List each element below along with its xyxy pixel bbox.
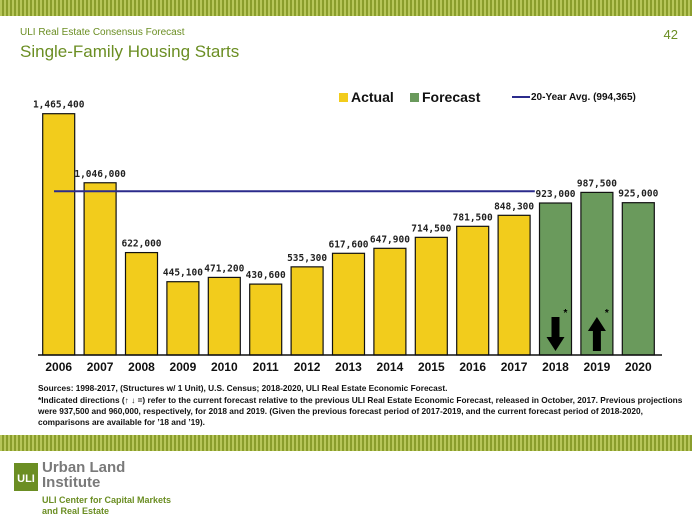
bar-2009 xyxy=(166,281,200,356)
legend-actual-swatch xyxy=(339,93,348,102)
year-label-2009: 2009 xyxy=(170,360,197,374)
top-decorative-stripe xyxy=(0,0,692,16)
year-label-2006: 2006 xyxy=(45,360,72,374)
year-label-2020: 2020 xyxy=(625,360,652,374)
indicator-arrow-2018: * xyxy=(546,308,568,351)
bottom-decorative-stripe xyxy=(0,435,692,451)
value-label-2013: 617,600 xyxy=(328,239,368,250)
report-name: ULI Real Estate Consensus Forecast xyxy=(20,27,185,38)
bars-layer xyxy=(42,113,655,356)
year-label-2008: 2008 xyxy=(128,360,155,374)
source-note: Sources: 1998-2017, (Structures w/ 1 Uni… xyxy=(38,383,448,393)
bar-2010 xyxy=(207,276,241,356)
value-label-2011: 430,600 xyxy=(246,270,286,281)
indicator-asterisk: * xyxy=(564,308,568,319)
bar-2020 xyxy=(621,202,655,356)
value-label-2008: 622,000 xyxy=(121,239,161,250)
value-label-2017: 848,300 xyxy=(494,201,534,212)
legend-average-label: 20-Year Avg. (994,365) xyxy=(531,92,636,103)
value-label-2007: 1,046,000 xyxy=(74,169,126,180)
year-label-2019: 2019 xyxy=(584,360,611,374)
year-label-2010: 2010 xyxy=(211,360,238,374)
legend-actual-label: Actual xyxy=(351,89,394,105)
legend-forecast-swatch xyxy=(410,93,419,102)
indicators-layer: * * xyxy=(546,308,609,351)
year-label-2011: 2011 xyxy=(253,360,279,374)
value-label-2019: 987,500 xyxy=(577,178,617,189)
year-label-2018: 2018 xyxy=(542,360,569,374)
logo-center-name: ULI Center for Capital Markets and Real … xyxy=(42,495,172,516)
bar-2012 xyxy=(290,266,324,356)
value-label-2010: 471,200 xyxy=(204,263,244,274)
year-labels-layer: 2006 2007 2008 2009 2010 2011 2012 2013 2014 2015… xyxy=(45,360,652,374)
uli-logo-icon: ULI xyxy=(14,463,38,491)
year-label-2015: 2015 xyxy=(418,360,445,374)
bar-2006 xyxy=(42,113,76,356)
year-label-2017: 2017 xyxy=(501,360,528,374)
page-number: 42 xyxy=(663,27,678,42)
value-labels-layer: 1,465,400 1,046,000 622,000 445,100 471,2004… xyxy=(33,100,659,281)
logo-organization-name: Urban Land Institute xyxy=(42,459,126,491)
value-label-2020: 925,000 xyxy=(618,189,658,200)
legend-forecast-label: Forecast xyxy=(422,89,481,105)
value-label-2016: 781,500 xyxy=(453,212,493,223)
housing-starts-chart: 1,465,400 1,046,000 622,000 445,100 471,2004… xyxy=(33,89,662,374)
arrow-up-icon xyxy=(587,317,606,351)
value-label-2012: 535,300 xyxy=(287,253,327,264)
bar-2017 xyxy=(497,214,531,356)
indicator-arrow-2019: * xyxy=(587,308,609,351)
year-label-2016: 2016 xyxy=(459,360,486,374)
bar-2015 xyxy=(414,236,448,356)
value-label-2009: 445,100 xyxy=(163,268,203,279)
value-label-2014: 647,900 xyxy=(370,234,410,245)
value-label-2015: 714,500 xyxy=(411,223,451,234)
year-label-2007: 2007 xyxy=(87,360,114,374)
legend: Actual Forecast 20-Year Avg. (994,365) xyxy=(339,89,636,105)
year-label-2013: 2013 xyxy=(335,360,362,374)
indicator-asterisk: * xyxy=(605,308,609,319)
logo-mark-text: ULI xyxy=(17,473,35,485)
value-label-2006: 1,465,400 xyxy=(33,100,85,111)
year-label-2012: 2012 xyxy=(294,360,321,374)
bar-2016 xyxy=(456,225,490,356)
bar-2013 xyxy=(331,252,366,356)
indicator-note: *Indicated directions (↑ ↓ =) refer to t… xyxy=(38,395,683,427)
bar-2014 xyxy=(373,247,407,356)
arrow-down-icon xyxy=(546,317,565,351)
year-label-2014: 2014 xyxy=(377,360,404,374)
value-label-2018: 923,000 xyxy=(535,189,575,200)
bar-2011 xyxy=(249,283,283,356)
page-title: Single-Family Housing Starts xyxy=(20,42,240,61)
bar-2007 xyxy=(83,182,117,356)
bar-2008 xyxy=(124,251,159,356)
